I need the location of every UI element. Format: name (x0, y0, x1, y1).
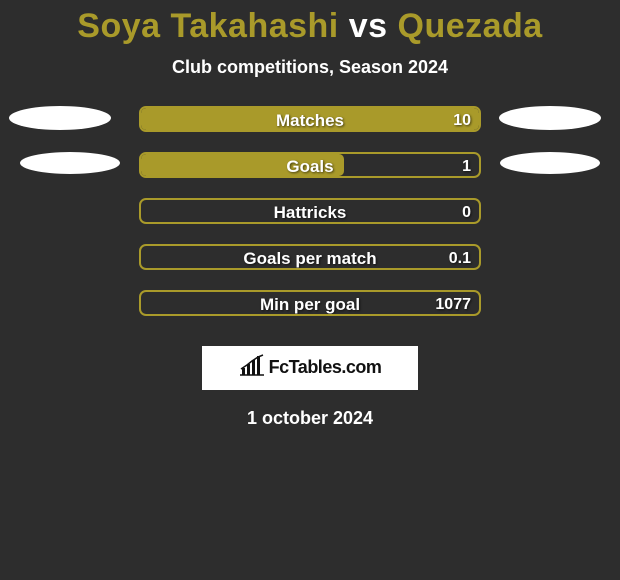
decorative-ellipse (500, 152, 600, 174)
stats-card: Soya Takahashi vs Quezada Club competiti… (0, 0, 620, 429)
stat-bar: Hattricks0 (139, 198, 481, 224)
stat-bar-value: 1077 (435, 292, 471, 316)
stat-bar-fill (141, 154, 344, 176)
title-player2: Quezada (398, 7, 543, 45)
title-vs: vs (349, 7, 388, 45)
decorative-ellipse (499, 106, 601, 130)
decorative-ellipse (9, 106, 111, 130)
bar-chart-icon (239, 354, 265, 381)
stat-bar-value: 0 (462, 200, 471, 224)
stat-bar: Min per goal1077 (139, 290, 481, 316)
stat-bar: Goals1 (139, 152, 481, 178)
stat-bar: Matches10 (139, 106, 481, 132)
subtitle: Club competitions, Season 2024 (0, 57, 620, 78)
stat-bar-value: 0.1 (449, 246, 471, 270)
logo-text: FcTables.com (269, 357, 382, 378)
stat-bar-fill (141, 108, 479, 130)
stat-bar: Goals per match0.1 (139, 244, 481, 270)
stat-rows: Matches10 Goals1 Hattricks0 Goals per match… (0, 106, 620, 336)
date-line: 1 october 2024 (0, 408, 620, 429)
stat-bar-label: Goals per match (141, 246, 479, 270)
stat-bar-label: Min per goal (141, 292, 479, 316)
fctables-logo[interactable]: FcTables.com (202, 346, 418, 390)
stat-bar-label: Hattricks (141, 200, 479, 224)
stat-bar-value: 1 (462, 154, 471, 178)
title-player1: Soya Takahashi (77, 7, 339, 45)
page-title: Soya Takahashi vs Quezada (0, 6, 620, 47)
decorative-ellipse (20, 152, 120, 174)
